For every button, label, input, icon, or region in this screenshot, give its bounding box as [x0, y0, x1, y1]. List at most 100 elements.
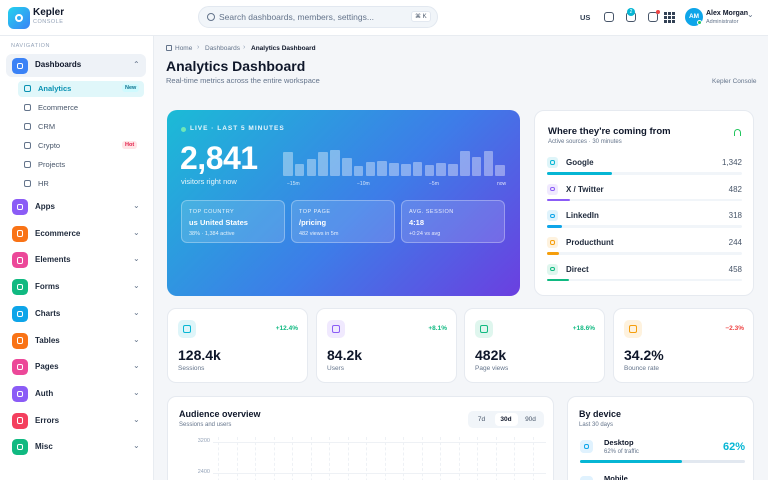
device-bar: [580, 460, 683, 463]
nav-group[interactable]: Apps ⌄: [6, 196, 146, 218]
live-tile: TOP COUNTRY us United States 38% · 1,384 ac…: [181, 200, 285, 243]
stat-change: +18.6%: [572, 325, 595, 332]
v-grid-line: [477, 437, 478, 480]
nav-group-active[interactable]: Dashboards ⌃: [6, 54, 146, 77]
icon: [12, 279, 28, 296]
range-tabs: 7d 30d 90d: [468, 411, 544, 428]
icon-glyph: [550, 267, 555, 272]
stat-label: Bounce rate: [624, 365, 660, 372]
icon: [12, 439, 28, 456]
sub-icon: [24, 142, 31, 149]
y-tick-label: 2400: [197, 469, 210, 475]
device-detail: 62% of traffic: [604, 449, 639, 455]
live-bar: [353, 166, 364, 176]
status-dot: [697, 20, 702, 25]
range-tab[interactable]: 7d: [477, 416, 486, 423]
nav-group[interactable]: Charts ⌄: [6, 303, 146, 325]
live-bar: [294, 164, 305, 176]
nav-sub-item[interactable]: Crypto Hot: [18, 138, 144, 154]
icon: [12, 332, 28, 349]
nav-badge: New: [122, 84, 140, 92]
nav-sub-item[interactable]: Projects: [18, 157, 144, 173]
range-tab[interactable]: 90d: [525, 416, 536, 423]
nav-label: Errors: [35, 415, 60, 425]
nav-label: Apps: [35, 202, 55, 211]
card-subtitle: Last 30 days: [579, 422, 614, 428]
icon: [12, 305, 28, 322]
v-grid-line: [236, 437, 238, 480]
source-value: 318: [728, 211, 742, 221]
search-box[interactable]: Search dashboards, members, settings... ⌘…: [198, 6, 438, 28]
stat-label: Page views: [475, 365, 509, 372]
nav-sub-label: Projects: [38, 160, 66, 169]
source-bar: [547, 172, 612, 175]
nav-sub-label: HR: [38, 179, 49, 188]
header-icon[interactable]: [604, 12, 614, 22]
nav-group[interactable]: Misc ⌄: [6, 436, 146, 458]
nav-group[interactable]: Forms ⌄: [6, 276, 146, 298]
icon-glyph: [16, 230, 24, 237]
live-bar: [365, 161, 376, 176]
bar-label: −5m: [429, 181, 439, 187]
v-grid-line: [458, 437, 460, 480]
v-grid-line: [440, 437, 441, 480]
breadcrumb-sep: ›: [243, 44, 246, 51]
live-bar: [412, 161, 423, 176]
live-bar: [283, 152, 293, 176]
message-badge: 2: [627, 8, 635, 16]
nav-label: Misc: [35, 442, 53, 452]
top-bar: Kepler CONSOLE Search dashboards, members,…: [0, 0, 768, 36]
source-track: [547, 225, 742, 228]
brand-name: Kepler: [33, 7, 65, 18]
nav-group[interactable]: Errors ⌄: [6, 410, 146, 432]
grid-dot: [672, 12, 675, 15]
nav-sub-item[interactable]: HR: [18, 176, 144, 192]
stat-value: 34.2%: [624, 347, 664, 363]
nav-group[interactable]: Tables ⌄: [6, 330, 146, 352]
range-tab[interactable]: 30d: [494, 413, 518, 426]
nav-sub-item[interactable]: Analytics New: [18, 81, 144, 97]
sidebar: NAVIGATION Dashboards ⌃ Analytics New Ecommer…: [0, 36, 154, 480]
breadcrumb-item[interactable]: Home: [175, 45, 193, 52]
nav-sub-label: Analytics: [38, 84, 72, 93]
sub-icon: [24, 180, 31, 187]
live-card: LIVE · LAST 5 MINUTES 2,841 visitors right…: [167, 110, 520, 296]
nav-sub-item[interactable]: Ecommerce: [18, 100, 144, 116]
breadcrumb-item[interactable]: Dashboards: [205, 45, 241, 52]
v-grid-line: [273, 437, 275, 480]
icon-glyph: [16, 363, 24, 371]
v-grid-line: [495, 437, 497, 480]
nav-group[interactable]: Pages ⌄: [6, 356, 146, 378]
source-track: [547, 278, 742, 282]
v-grid-line: [292, 437, 293, 480]
icon: [580, 440, 593, 453]
search-icon: [207, 13, 215, 21]
icon: [475, 320, 493, 338]
stat-card: +12.4% 128.4k Sessions: [167, 308, 308, 383]
live-tile: AVG. SESSION 4:18 +0:24 vs avg: [401, 200, 505, 243]
v-grid-line: [384, 437, 386, 480]
nav-sub-label: Crypto: [38, 141, 61, 150]
icon: [12, 412, 28, 429]
tile-detail: +0:24 vs avg: [409, 231, 441, 237]
icon: [547, 157, 558, 168]
nav-group[interactable]: Auth ⌄: [6, 383, 146, 405]
live-bar: [318, 152, 328, 176]
icon-glyph: [629, 325, 637, 333]
nav-group[interactable]: Elements ⌄: [6, 249, 146, 271]
locale[interactable]: US: [580, 13, 591, 22]
apps-grid[interactable]: [664, 12, 675, 23]
nav-sub-item[interactable]: CRM: [18, 119, 144, 135]
source-name: Google: [566, 158, 594, 167]
home-icon: [166, 45, 172, 51]
icon-glyph: [16, 62, 24, 70]
grid-dot: [668, 12, 671, 15]
stat-label: Sessions: [178, 365, 205, 372]
nav-group[interactable]: Ecommerce ⌄: [6, 223, 146, 245]
live-bar: [460, 151, 470, 176]
header-icon[interactable]: [648, 12, 658, 22]
icon-glyph: [16, 390, 24, 398]
icon: [12, 359, 28, 376]
bar-label: now: [497, 181, 507, 187]
